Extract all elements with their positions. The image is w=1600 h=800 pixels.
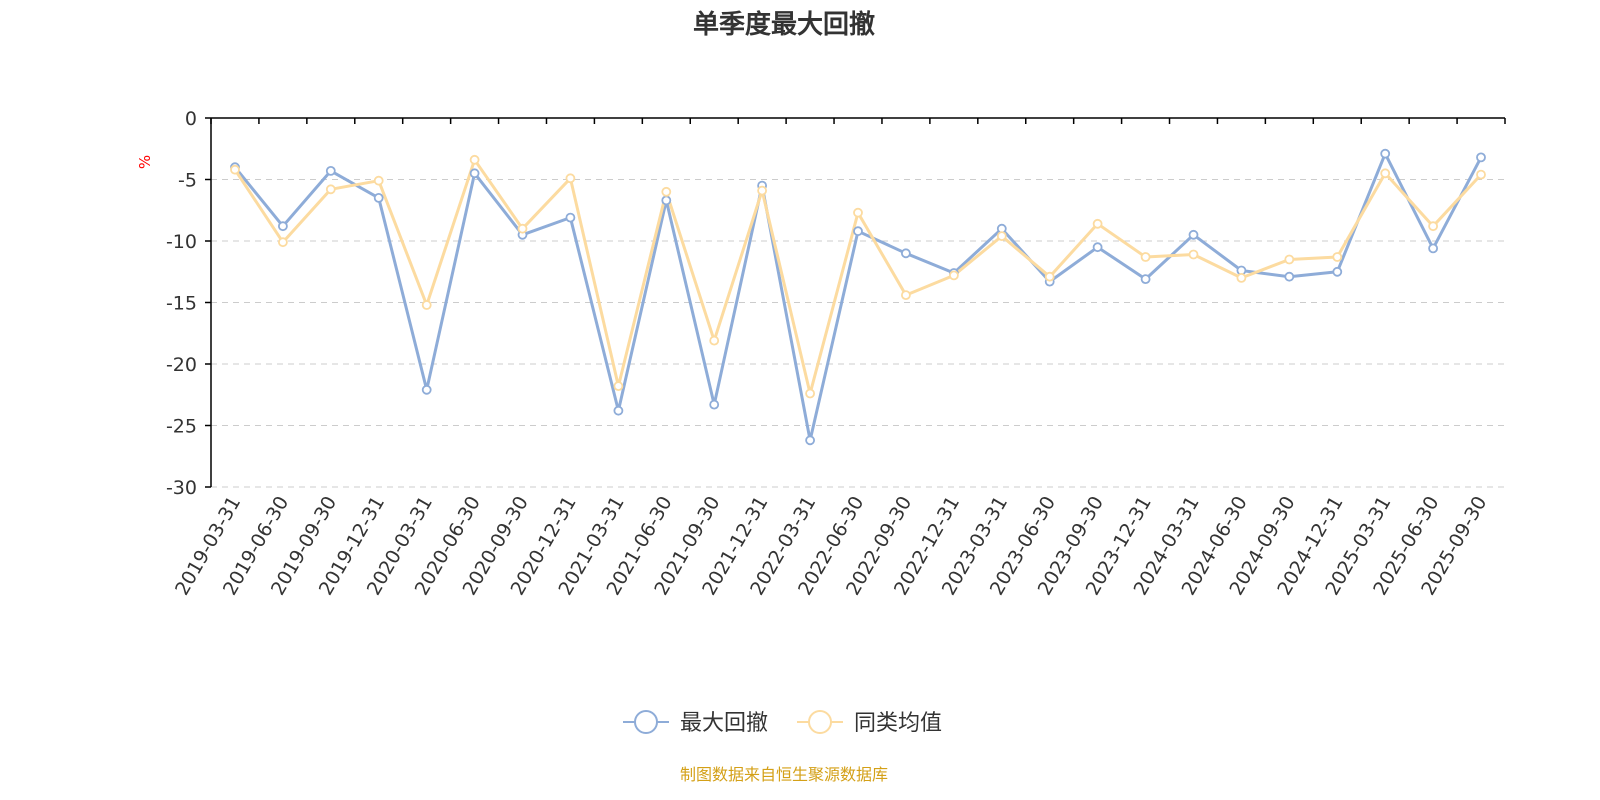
series	[230, 148, 1486, 446]
data-point[interactable]	[565, 173, 576, 184]
data-point[interactable]	[517, 223, 528, 234]
legend-label: 同类均值	[854, 711, 942, 736]
legend-circle-icon	[634, 710, 658, 734]
y-tick-label: -30	[166, 477, 197, 499]
data-point[interactable]	[325, 184, 336, 195]
data-point[interactable]	[853, 207, 863, 218]
data-point[interactable]	[1092, 218, 1103, 229]
data-point[interactable]	[1476, 152, 1486, 163]
data-point[interactable]	[757, 185, 767, 196]
data-point[interactable]	[613, 405, 624, 416]
y-tick-label: -20	[166, 354, 197, 376]
data-point[interactable]	[373, 175, 384, 186]
source-note: 制图数据来自恒生聚源数据库	[680, 765, 888, 784]
data-point[interactable]	[1380, 168, 1391, 179]
legend-circle-icon	[808, 710, 832, 734]
data-point[interactable]	[1092, 242, 1103, 253]
data-point[interactable]	[949, 270, 959, 281]
data-point[interactable]	[230, 164, 240, 175]
data-point[interactable]	[805, 388, 815, 399]
data-point[interactable]	[661, 186, 672, 197]
data-point[interactable]	[1332, 266, 1343, 277]
data-point[interactable]	[661, 195, 672, 206]
data-point[interactable]	[277, 221, 288, 232]
y-tick-label: -25	[166, 416, 197, 438]
series-line-0	[233, 152, 1483, 442]
y-tick-label: -10	[166, 231, 197, 253]
data-point[interactable]	[1380, 148, 1391, 159]
y-tick-label: -5	[178, 170, 197, 192]
data-point[interactable]	[469, 154, 480, 165]
data-point[interactable]	[805, 435, 815, 446]
data-point[interactable]	[1188, 229, 1199, 240]
legend-item-0[interactable]: 最大回撤	[623, 710, 768, 736]
data-point[interactable]	[1428, 221, 1438, 232]
data-point[interactable]	[613, 381, 624, 392]
data-point[interactable]	[1140, 274, 1151, 285]
data-point[interactable]	[421, 300, 432, 310]
chart-title: 单季度最大回撤	[693, 9, 875, 40]
data-point[interactable]	[901, 290, 911, 301]
data-point[interactable]	[1236, 272, 1247, 283]
data-point[interactable]	[709, 335, 720, 346]
data-point[interactable]	[996, 231, 1007, 242]
data-point[interactable]	[1188, 249, 1199, 260]
data-point[interactable]	[1140, 252, 1151, 262]
data-point[interactable]	[373, 192, 384, 203]
data-point[interactable]	[277, 237, 288, 248]
data-point[interactable]	[1476, 169, 1486, 180]
data-point[interactable]	[325, 165, 336, 176]
data-point[interactable]	[1044, 271, 1055, 282]
y-unit-label: %	[136, 155, 154, 169]
data-point[interactable]	[1284, 271, 1295, 282]
data-point[interactable]	[709, 399, 720, 410]
grid	[211, 179, 1505, 488]
data-point[interactable]	[1284, 254, 1295, 265]
data-point[interactable]	[421, 384, 432, 395]
data-point[interactable]	[901, 248, 911, 259]
legend-label: 最大回撤	[680, 711, 768, 736]
data-point[interactable]	[565, 212, 576, 223]
legend[interactable]: 最大回撤 同类均值	[623, 710, 942, 736]
y-tick-label: 0	[185, 108, 197, 130]
data-point[interactable]	[853, 226, 863, 237]
data-point[interactable]	[469, 168, 480, 179]
y-tick-label: -15	[166, 293, 197, 315]
data-point[interactable]	[1332, 252, 1343, 262]
legend-item-1[interactable]: 同类均值	[797, 710, 942, 736]
data-point[interactable]	[1428, 243, 1438, 254]
